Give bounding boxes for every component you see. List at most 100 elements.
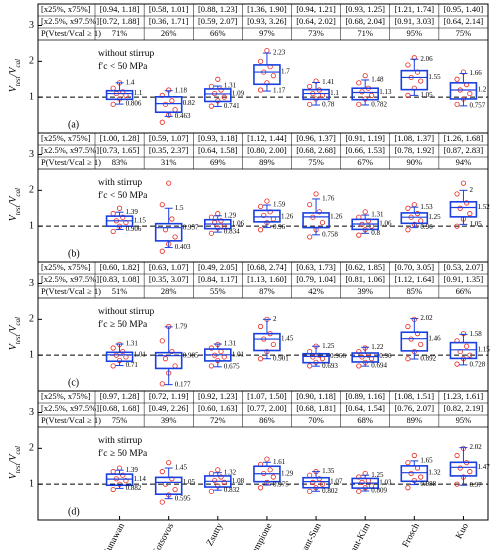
y-tick-label: 3 <box>29 278 34 289</box>
table-cell: 87% <box>259 286 275 296</box>
data-point <box>307 83 313 90</box>
value-label: 1.65 <box>420 456 433 464</box>
y-axis-label-part: cal <box>14 446 22 455</box>
value-label: 0.96 <box>273 223 286 231</box>
data-point <box>218 474 224 480</box>
value-label: 1.26 <box>330 212 343 220</box>
table-cell: 70% <box>308 415 324 425</box>
y-axis-label-part: cal <box>14 317 22 326</box>
table-cell: [0.58, 1.01] <box>149 4 189 14</box>
table-cell: 75% <box>456 28 472 38</box>
value-label: 0.985 <box>183 351 199 359</box>
value-label: 0.809 <box>371 487 387 495</box>
data-point <box>221 479 227 485</box>
data-point <box>307 363 313 369</box>
box <box>302 88 330 101</box>
data-point <box>159 119 165 125</box>
value-label: 1.15 <box>477 345 490 353</box>
data-point <box>362 73 368 79</box>
data-point <box>169 98 175 104</box>
table-cell: [0.68, 1.68] <box>100 403 140 413</box>
y-axis-label-part: /V <box>8 324 19 336</box>
data-point <box>319 219 326 226</box>
table-cell: [0.87, 2.83] <box>444 145 484 155</box>
data-point <box>307 488 313 494</box>
data-point <box>120 214 126 220</box>
table-cell: [1.00, 1.28] <box>100 133 140 143</box>
data-point <box>123 354 129 360</box>
data-point <box>208 83 215 90</box>
data-point <box>218 348 224 355</box>
y-tick-label: 3 <box>29 407 34 418</box>
x-tick-label: Campione <box>247 522 274 550</box>
value-label: 0.957 <box>183 223 199 231</box>
value-label: 1.2 <box>477 86 486 94</box>
box <box>449 461 478 477</box>
y-tick-label: 3 <box>29 20 34 31</box>
x-tick-label: Zsutty <box>205 522 225 548</box>
box <box>400 331 429 352</box>
data-point <box>208 103 215 109</box>
box <box>302 476 330 489</box>
table-cell: [0.49, 2.05] <box>198 262 238 272</box>
table-cell: [1.07, 1.50] <box>247 391 287 401</box>
data-point <box>257 356 264 362</box>
data-point <box>356 101 362 107</box>
value-label: 0.906 <box>126 225 142 233</box>
data-point <box>356 232 362 238</box>
value-label: 1.1 <box>330 89 339 97</box>
table-row-header: P(Vtest/Vcal ≥ 1) <box>41 415 101 425</box>
data-point <box>110 469 116 475</box>
data-point <box>264 47 270 54</box>
table-cell: 73% <box>308 28 324 38</box>
y-tick-label: 2 <box>29 314 34 325</box>
data-point <box>359 89 365 95</box>
value-label: 1.15 <box>134 216 147 224</box>
table-cell: 67% <box>357 157 373 167</box>
box <box>400 69 429 91</box>
y-axis-label-part: test <box>14 333 22 344</box>
data-point <box>172 363 178 369</box>
value-label: 1.26 <box>281 212 294 220</box>
box <box>400 212 429 225</box>
y-axis-label-part: V <box>8 342 19 350</box>
value-label: 0.693 <box>322 362 338 370</box>
value-label: 0.82 <box>183 99 196 107</box>
annotation: f′c ≥ 50 MPa <box>98 319 148 330</box>
value-label: 1.31 <box>224 82 237 90</box>
y-axis-label-part: test <box>14 75 22 86</box>
y-tick-label: 2 <box>29 443 34 454</box>
data-point <box>110 85 116 91</box>
data-point <box>218 218 224 224</box>
value-label: 1.7 <box>281 68 290 76</box>
data-point <box>162 356 169 362</box>
table-row-header: [x2.5%, x97.5%] <box>41 274 99 284</box>
data-point <box>405 92 411 98</box>
data-point <box>270 216 276 222</box>
table-cell: [0.78, 1.92] <box>394 145 434 155</box>
annotation: with stirrup <box>98 436 142 446</box>
box <box>154 476 183 496</box>
data-point <box>264 456 270 462</box>
y-axis-label-part: test <box>14 204 22 215</box>
table-cell: [0.70, 3.05] <box>394 262 434 272</box>
data-point <box>123 477 129 484</box>
value-label: 1.29 <box>224 211 237 219</box>
data-point <box>208 230 215 236</box>
value-label: 0.806 <box>126 100 142 108</box>
data-point <box>257 87 264 93</box>
data-point <box>454 191 460 197</box>
table-cell: [0.66, 1.53] <box>345 145 385 155</box>
panel-label: (c) <box>68 377 79 388</box>
value-label: 0.177 <box>175 380 191 388</box>
data-point <box>307 101 313 107</box>
panel-label: (a) <box>68 119 79 130</box>
table-row-header: [x25%, x75%] <box>41 4 91 14</box>
value-label: 1.09 <box>232 90 245 98</box>
table-cell: 42% <box>308 286 324 296</box>
table-cell: [0.77, 2.00] <box>247 403 287 413</box>
data-point <box>110 486 116 493</box>
data-point <box>221 94 227 100</box>
data-point <box>116 465 123 471</box>
annotation: with stirrup <box>98 178 142 188</box>
